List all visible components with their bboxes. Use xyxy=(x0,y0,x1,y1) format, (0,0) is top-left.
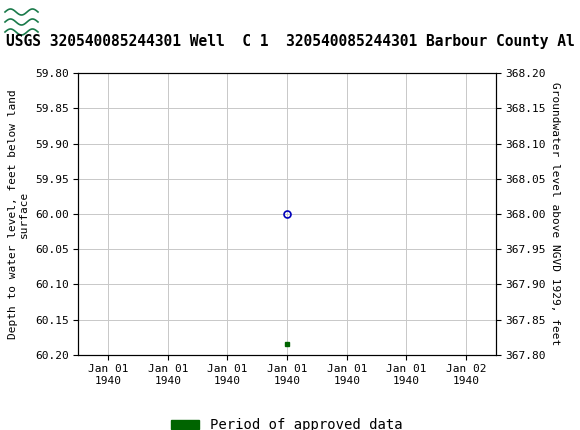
Y-axis label: Depth to water level, feet below land
surface: Depth to water level, feet below land su… xyxy=(8,89,29,339)
Text: USGS 320540085244301 Well  C 1  320540085244301 Barbour County Al: USGS 320540085244301 Well C 1 3205400852… xyxy=(6,34,574,49)
Legend: Period of approved data: Period of approved data xyxy=(166,413,408,430)
Y-axis label: Groundwater level above NGVD 1929, feet: Groundwater level above NGVD 1929, feet xyxy=(550,82,560,346)
Text: USGS: USGS xyxy=(46,10,110,30)
Bar xyxy=(4,4,40,36)
